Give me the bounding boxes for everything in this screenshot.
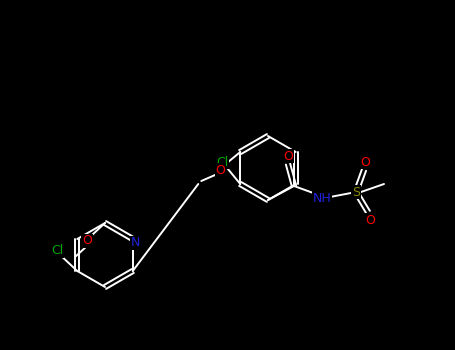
Text: O: O bbox=[82, 234, 92, 247]
Text: S: S bbox=[352, 186, 360, 198]
Text: N: N bbox=[131, 237, 141, 250]
Text: O: O bbox=[215, 163, 225, 176]
Text: O: O bbox=[365, 214, 375, 226]
Text: O: O bbox=[283, 149, 293, 162]
Text: Cl: Cl bbox=[216, 155, 228, 168]
Text: NH: NH bbox=[313, 191, 331, 204]
Text: O: O bbox=[360, 155, 370, 168]
Text: Cl: Cl bbox=[51, 245, 63, 258]
